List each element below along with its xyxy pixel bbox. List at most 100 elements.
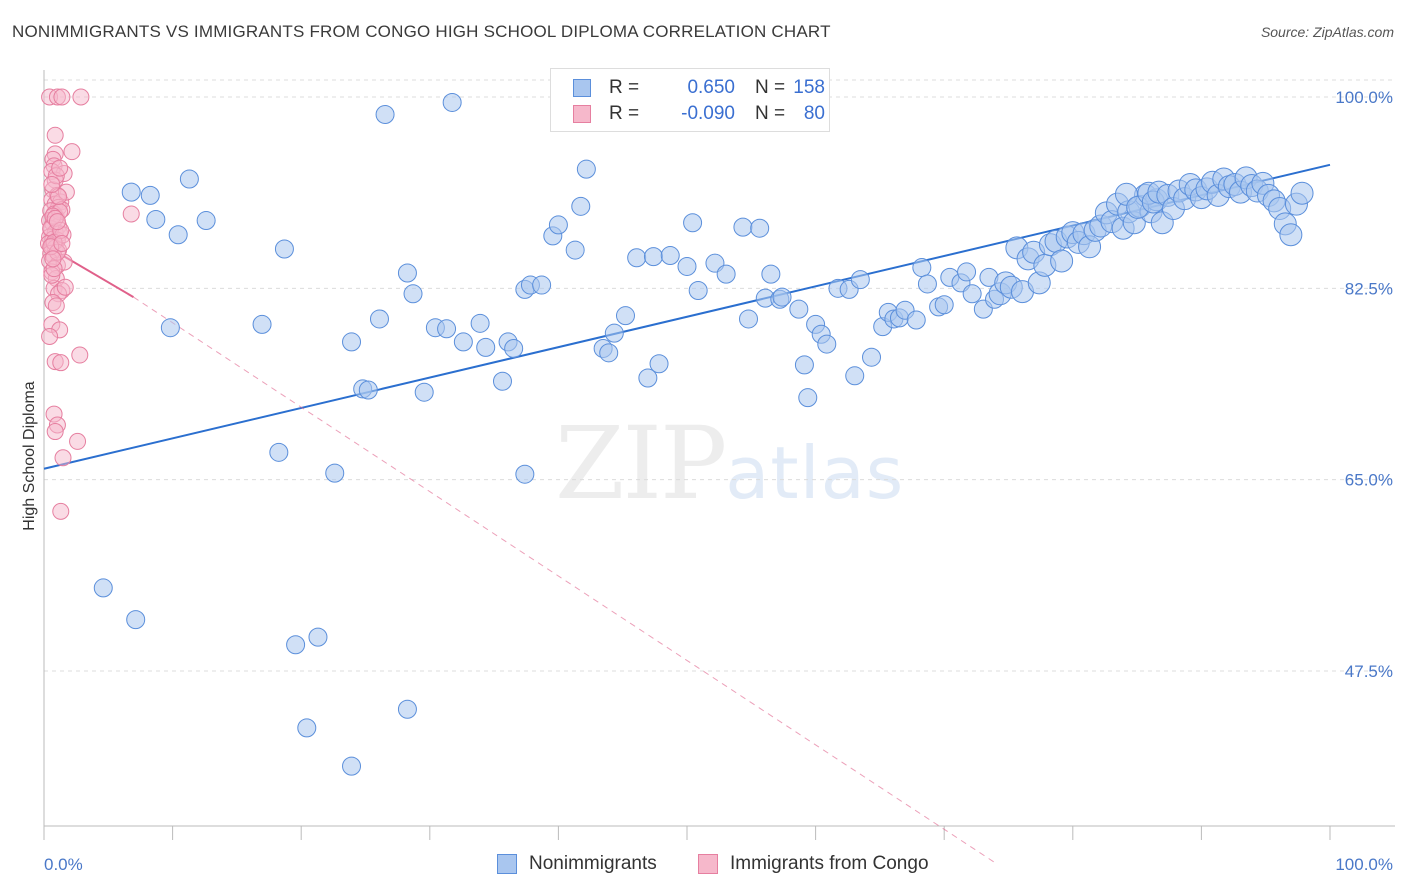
point-nonimmigrant — [342, 332, 362, 352]
legend-r-label: R = — [609, 77, 640, 98]
point-nonimmigrant — [962, 284, 982, 304]
point-nonimmigrant — [660, 246, 680, 266]
point-nonimmigrant — [845, 366, 865, 386]
point-nonimmigrant — [649, 354, 669, 374]
point-nonimmigrant — [196, 211, 216, 231]
point-nonimmigrant — [789, 299, 809, 319]
point-nonimmigrant — [403, 284, 423, 304]
point-congo — [44, 250, 62, 268]
point-nonimmigrant — [126, 610, 146, 630]
point-nonimmigrant — [342, 756, 362, 776]
y-tick-label: 65.0% — [1345, 471, 1393, 490]
point-congo — [53, 235, 71, 253]
point-congo — [46, 126, 64, 144]
point-nonimmigrant — [1279, 223, 1303, 247]
point-congo — [43, 175, 61, 193]
point-nonimmigrant — [638, 368, 658, 388]
point-nonimmigrant — [716, 264, 736, 284]
point-congo — [72, 88, 90, 106]
point-nonimmigrant — [286, 635, 306, 655]
legend-r-value: 0.650 — [687, 77, 735, 98]
point-nonimmigrant — [761, 264, 781, 284]
x-tick-label: 0.0% — [44, 855, 83, 874]
point-nonimmigrant — [677, 256, 697, 276]
point-nonimmigrant — [917, 274, 937, 294]
point-nonimmigrant — [599, 343, 619, 363]
point-nonimmigrant — [548, 215, 568, 235]
legend-label-congo: Immigrants from Congo — [730, 853, 929, 874]
legend-swatch-pink — [573, 105, 591, 123]
point-nonimmigrant — [160, 318, 180, 338]
x-tick-label: 100.0% — [1335, 855, 1393, 874]
chart-title: NONIMMIGRANTS VS IMMIGRANTS FROM CONGO H… — [12, 22, 831, 41]
legend-n-label: N = — [755, 103, 786, 124]
point-congo — [52, 502, 70, 520]
axes — [43, 70, 1395, 840]
point-nonimmigrant — [397, 263, 417, 283]
point-nonimmigrant — [515, 464, 535, 484]
point-nonimmigrant — [576, 159, 596, 179]
point-nonimmigrant — [912, 258, 932, 278]
point-nonimmigrant — [957, 262, 977, 282]
point-nonimmigrant — [121, 182, 141, 202]
point-nonimmigrant — [1290, 181, 1314, 205]
point-nonimmigrant — [504, 338, 524, 358]
point-nonimmigrant — [140, 185, 160, 205]
point-nonimmigrant — [643, 247, 663, 267]
point-nonimmigrant — [1050, 249, 1074, 273]
legend-swatch-pink — [698, 854, 718, 874]
point-nonimmigrant — [794, 355, 814, 375]
point-congo — [46, 423, 64, 441]
point-nonimmigrant — [470, 313, 490, 333]
point-nonimmigrant — [453, 332, 473, 352]
point-congo — [63, 143, 81, 161]
point-nonimmigrant — [269, 442, 289, 462]
point-nonimmigrant — [862, 347, 882, 367]
point-congo — [53, 88, 71, 106]
legend-r-label: R = — [609, 103, 640, 124]
legend-label-nonimmigrants: Nonimmigrants — [529, 853, 657, 874]
point-nonimmigrant — [906, 310, 926, 330]
point-nonimmigrant — [442, 92, 462, 112]
point-nonimmigrant — [476, 337, 496, 357]
y-tick-label: 100.0% — [1335, 88, 1393, 107]
point-nonimmigrant — [565, 240, 585, 260]
point-nonimmigrant — [615, 306, 635, 326]
point-nonimmigrant — [297, 718, 317, 738]
point-nonimmigrant — [750, 218, 770, 238]
point-nonimmigrant — [817, 334, 837, 354]
y-tick-label: 82.5% — [1345, 279, 1393, 298]
point-congo — [71, 346, 89, 364]
data-points — [39, 88, 1314, 776]
point-nonimmigrant — [93, 578, 113, 598]
point-nonimmigrant — [688, 281, 708, 301]
point-nonimmigrant — [437, 319, 457, 339]
point-congo — [52, 354, 70, 372]
point-congo — [51, 159, 69, 177]
point-nonimmigrant — [397, 699, 417, 719]
legend-swatch-blue — [573, 79, 591, 97]
point-nonimmigrant — [168, 225, 188, 245]
point-nonimmigrant — [739, 309, 759, 329]
point-nonimmigrant — [325, 463, 345, 483]
point-nonimmigrant — [414, 382, 434, 402]
point-nonimmigrant — [850, 270, 870, 290]
point-nonimmigrant — [934, 295, 954, 315]
point-nonimmigrant — [146, 209, 166, 229]
point-nonimmigrant — [604, 323, 624, 343]
point-nonimmigrant — [358, 380, 378, 400]
point-congo — [56, 278, 74, 296]
watermark-atlas: atlas — [725, 431, 905, 515]
y-tick-label: 47.5% — [1345, 662, 1393, 681]
point-nonimmigrant — [532, 275, 552, 295]
legend-swatch-blue — [497, 854, 517, 874]
source-label[interactable]: Source: ZipAtlas.com — [1260, 24, 1394, 40]
y-axis-label: High School Diploma — [21, 381, 38, 531]
point-nonimmigrant — [683, 213, 703, 233]
point-congo — [48, 213, 66, 231]
tick-labels: 100.0% 82.5% 65.0% 47.5% 0.0% 100.0% — [44, 88, 1393, 874]
point-nonimmigrant — [798, 388, 818, 408]
point-nonimmigrant — [369, 309, 389, 329]
point-nonimmigrant — [308, 627, 328, 647]
